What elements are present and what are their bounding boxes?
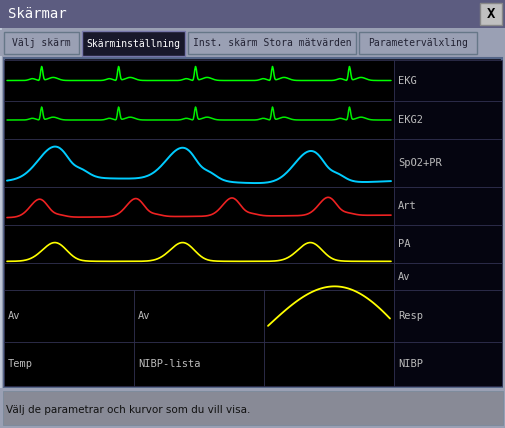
Text: Av: Av (397, 271, 410, 282)
Text: Temp: Temp (8, 359, 33, 369)
Bar (393, 187, 501, 225)
Bar (134, 290, 264, 342)
Bar (393, 139, 501, 187)
Bar (393, 225, 501, 263)
Bar (393, 60, 501, 101)
Bar (3, 391, 502, 425)
Text: Resp: Resp (397, 311, 422, 321)
Bar (0, 30, 505, 56)
Bar (4, 263, 393, 290)
Bar (264, 342, 393, 386)
Text: SpO2+PR: SpO2+PR (397, 158, 441, 168)
Bar (82, 31, 185, 56)
Text: EKG2: EKG2 (397, 115, 422, 125)
Text: PA: PA (397, 239, 410, 249)
Bar (4, 342, 134, 386)
Text: NIBP-lista: NIBP-lista (138, 359, 200, 369)
Bar (0, 388, 505, 428)
Bar (188, 32, 356, 54)
Bar (393, 101, 501, 139)
Text: Art: Art (397, 201, 416, 211)
Bar (134, 342, 264, 386)
Text: Av: Av (8, 311, 21, 321)
Bar (4, 32, 79, 54)
Bar (4, 60, 393, 101)
Bar (0, 0, 505, 28)
Bar (4, 101, 393, 139)
Text: NIBP: NIBP (397, 359, 422, 369)
Bar (393, 342, 501, 386)
Text: Skärmar: Skärmar (8, 7, 67, 21)
Bar (264, 290, 393, 342)
Text: X: X (486, 7, 494, 21)
Bar (4, 187, 393, 225)
Bar (4, 139, 393, 187)
Text: Inst. skärm Stora mätvärden: Inst. skärm Stora mätvärden (192, 38, 350, 48)
Text: Välj de parametrar och kurvor som du vill visa.: Välj de parametrar och kurvor som du vil… (6, 405, 250, 415)
Text: Parametervälxling: Parametervälxling (367, 38, 467, 48)
Bar (393, 290, 501, 342)
Text: Skärminställning: Skärminställning (86, 39, 180, 48)
Bar (393, 263, 501, 290)
Text: EKG: EKG (397, 75, 416, 86)
Text: Välj skärm: Välj skärm (12, 38, 71, 48)
Bar (479, 3, 501, 25)
Text: Av: Av (138, 311, 150, 321)
Bar (4, 58, 501, 388)
Bar (358, 32, 476, 54)
Bar (4, 290, 134, 342)
Bar (4, 225, 393, 263)
